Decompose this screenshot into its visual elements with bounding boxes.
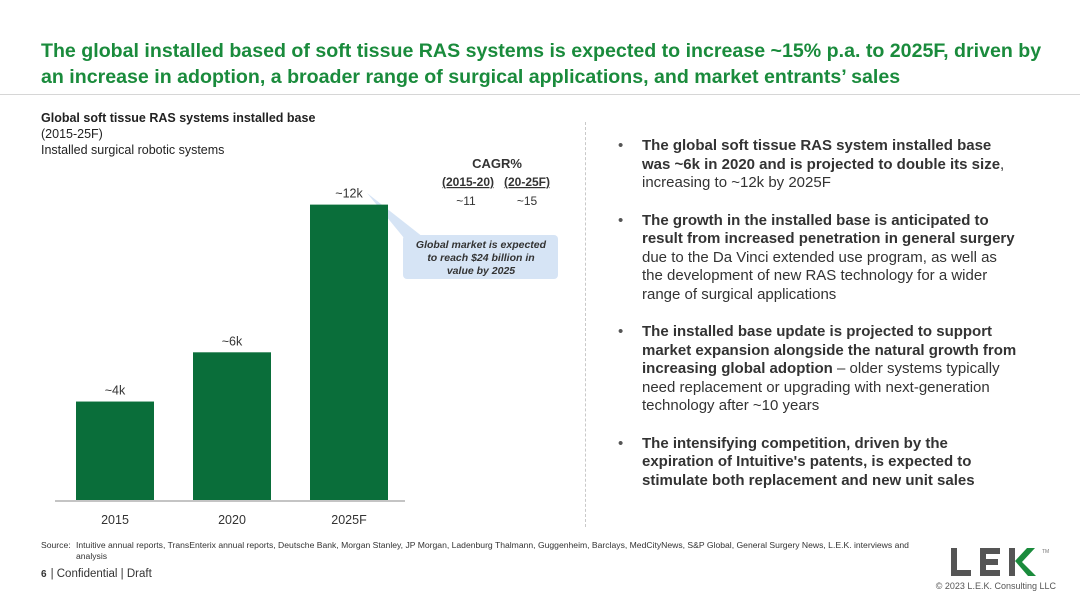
callout-line: to reach $24 billion in [427,252,534,264]
bullet-text: , increasing to ~12k by 2025F [642,155,1005,192]
bullet-text: due to the Da Vinci extended use program… [642,248,997,303]
data-label: ~6k [222,334,243,348]
source-note: Source: Intuitive annual reports, TransE… [41,540,921,562]
cagr-period-2: (20-25F) [504,175,550,189]
cagr-value-2: ~15 [517,194,538,208]
bullet-item: The intensifying competition, driven by … [618,435,1018,491]
x-tick-label: 2020 [218,513,246,527]
confidential-label: | Confidential | Draft [50,568,152,580]
title-divider [0,94,1080,95]
copyright: © 2023 L.E.K. Consulting LLC [935,581,1056,591]
callout-line: Global market is expected [416,239,547,251]
data-label: ~12k [335,187,363,201]
chart-title: Global soft tissue RAS systems installed… [41,111,316,125]
callout-text: Global market is expected to reach $24 bi… [416,239,547,277]
column-divider [585,122,586,527]
bullet-item: The growth in the installed base is anti… [618,212,1018,305]
chart-period: (2015-25F) [41,127,103,141]
source-text: Intuitive annual reports, TransEnterix a… [76,540,909,561]
bullet-emphasis: The installed base update is projected t… [642,323,1017,377]
source-label: Source: [41,540,71,550]
svg-text:TM: TM [1042,549,1049,555]
bar-2020 [193,352,271,500]
chart-unit: Installed surgical robotic systems [41,143,225,157]
x-tick-label: 2015 [101,513,129,527]
lek-logo: TM [951,548,1049,576]
chart-header: Global soft tissue RAS systems installed… [41,110,315,158]
page-title: The global installed based of soft tissu… [41,40,1042,88]
bullet-text: – older systems typically need replaceme… [642,360,1000,414]
footer: 6 | Confidential | Draft [41,568,152,580]
data-label: ~4k [105,384,126,398]
bullet-emphasis: The intensifying competition, driven by … [642,434,975,489]
bullet-item: The global soft tissue RAS system instal… [618,137,1018,193]
cagr-value-1: ~11 [456,194,476,208]
cagr-title: CAGR% [472,156,522,171]
cagr-period-1: (2015-20) [442,175,494,189]
cagr-block: CAGR% (2015-20) (20-25F) ~11 ~15 [442,156,550,208]
bullet-item: The installed base update is projected t… [618,323,1018,416]
bar-2015 [76,401,154,500]
bar-2025f [310,204,388,500]
callout-line: value by 2025 [447,265,515,277]
callout-box [403,235,558,279]
bullet-emphasis: The growth in the installed base is anti… [642,211,1015,248]
bar-chart: CAGR% (2015-20) (20-25F) ~11 ~15 Global … [55,156,558,527]
commentary-list: The global soft tissue RAS system instal… [618,137,1018,509]
page-number: 6 [41,569,47,580]
x-tick-label: 2025F [331,513,367,527]
bullet-emphasis: The global soft tissue RAS system instal… [642,137,1001,173]
